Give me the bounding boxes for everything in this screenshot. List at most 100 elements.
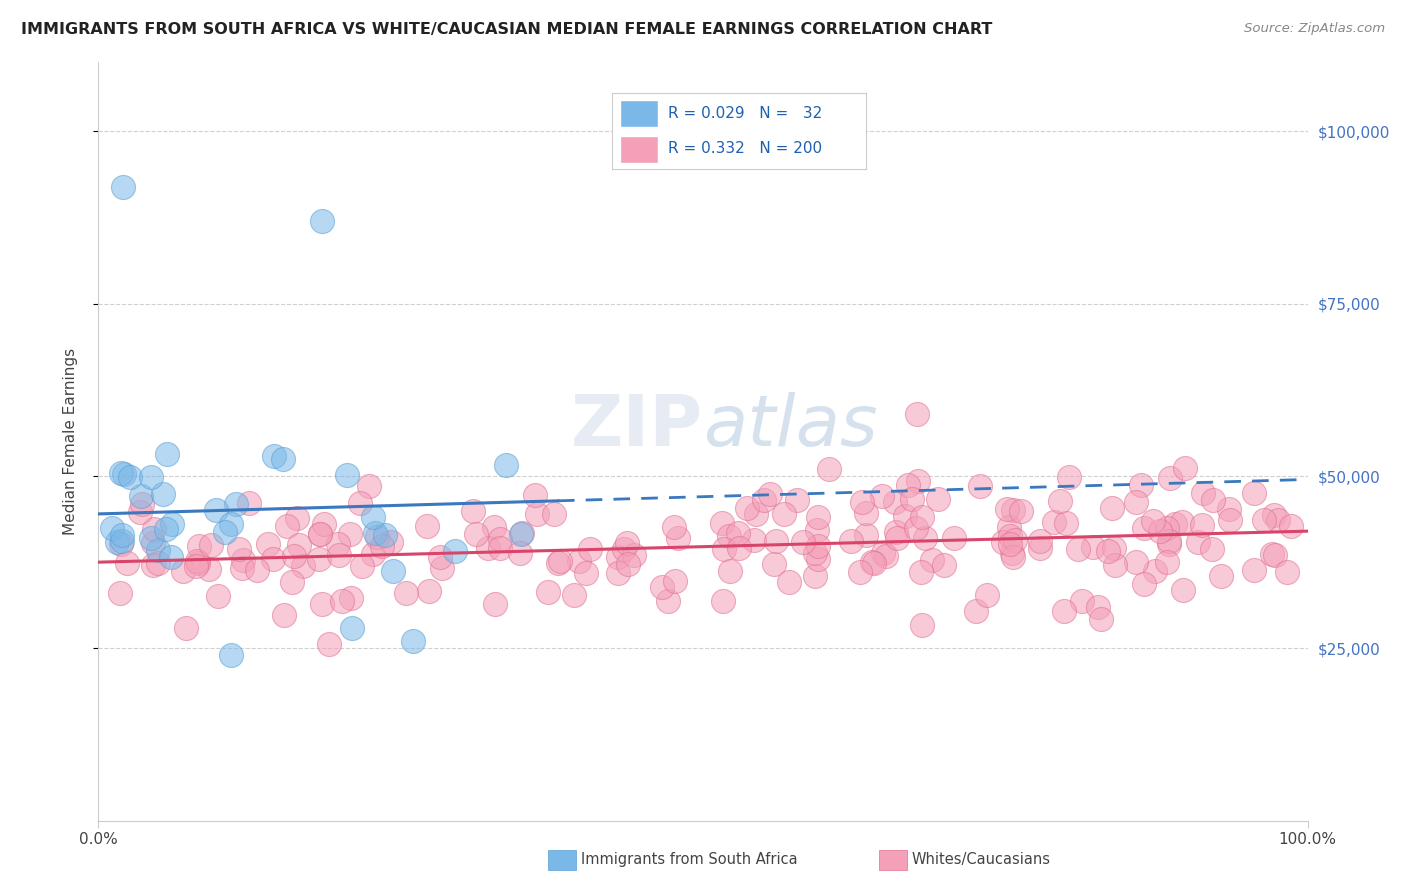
- Point: [429, 549, 451, 564]
- Point: [1125, 495, 1147, 509]
- Point: [111, 179, 134, 194]
- Point: [1159, 471, 1181, 485]
- Point: [993, 535, 1015, 549]
- Point: [287, 511, 309, 525]
- Point: [221, 648, 243, 663]
- Point: [1053, 604, 1076, 618]
- Point: [350, 558, 373, 573]
- Point: [363, 547, 385, 561]
- Point: [231, 560, 253, 574]
- Point: [152, 487, 174, 501]
- Point: [914, 531, 936, 545]
- Point: [1218, 501, 1240, 516]
- Point: [901, 492, 924, 507]
- Point: [366, 530, 388, 544]
- Point: [101, 521, 124, 535]
- Point: [288, 538, 311, 552]
- Point: [1191, 486, 1213, 500]
- Point: [727, 541, 749, 555]
- Point: [1219, 513, 1241, 527]
- Point: [1243, 486, 1265, 500]
- Point: [1070, 594, 1092, 608]
- Point: [1156, 555, 1178, 569]
- Point: [965, 604, 987, 618]
- Point: [579, 541, 602, 556]
- Point: [1209, 568, 1232, 582]
- Point: [807, 510, 830, 524]
- Point: [752, 493, 775, 508]
- Point: [186, 554, 208, 568]
- Point: [536, 584, 558, 599]
- Point: [718, 529, 741, 543]
- Point: [905, 521, 928, 535]
- Point: [141, 531, 163, 545]
- Point: [186, 559, 208, 574]
- Point: [110, 537, 132, 551]
- Point: [336, 468, 359, 483]
- Point: [1253, 513, 1275, 527]
- Point: [872, 546, 894, 560]
- Point: [606, 549, 628, 564]
- Point: [276, 518, 298, 533]
- Point: [818, 461, 841, 475]
- Point: [508, 546, 530, 560]
- Point: [205, 503, 228, 517]
- Point: [108, 586, 131, 600]
- Point: [129, 506, 152, 520]
- Point: [232, 552, 254, 566]
- Point: [1029, 541, 1052, 555]
- Point: [131, 497, 153, 511]
- Text: IMMIGRANTS FROM SOUTH AFRICA VS WHITE/CAUCASIAN MEDIAN FEMALE EARNINGS CORRELATI: IMMIGRANTS FROM SOUTH AFRICA VS WHITE/CA…: [21, 22, 993, 37]
- Point: [142, 558, 165, 572]
- Point: [807, 552, 830, 566]
- Point: [547, 556, 569, 570]
- Point: [330, 594, 353, 608]
- Point: [666, 531, 689, 545]
- Text: Source: ZipAtlas.com: Source: ZipAtlas.com: [1244, 22, 1385, 36]
- Point: [995, 501, 1018, 516]
- Point: [117, 557, 139, 571]
- Point: [1275, 565, 1298, 579]
- Point: [219, 516, 242, 531]
- Point: [1157, 537, 1180, 551]
- Point: [803, 568, 825, 582]
- Point: [911, 509, 934, 524]
- Point: [155, 522, 177, 536]
- Point: [430, 560, 453, 574]
- Point: [875, 549, 897, 563]
- Point: [1279, 518, 1302, 533]
- Point: [613, 541, 636, 556]
- Point: [657, 594, 679, 608]
- Point: [616, 557, 638, 571]
- Point: [273, 608, 295, 623]
- Point: [1049, 494, 1071, 508]
- Point: [884, 494, 907, 508]
- Point: [1187, 534, 1209, 549]
- Point: [464, 526, 486, 541]
- Point: [1191, 518, 1213, 533]
- Point: [664, 574, 686, 589]
- Point: [1001, 546, 1024, 560]
- Point: [342, 621, 364, 635]
- Point: [562, 588, 585, 602]
- Point: [1125, 555, 1147, 569]
- Point: [1132, 577, 1154, 591]
- Point: [349, 496, 371, 510]
- Point: [395, 585, 418, 599]
- Point: [886, 524, 908, 539]
- Point: [1000, 537, 1022, 551]
- Text: Whites/Caucasians: Whites/Caucasians: [911, 853, 1050, 867]
- Point: [510, 525, 533, 540]
- Point: [1171, 582, 1194, 597]
- Point: [664, 520, 686, 534]
- Point: [110, 534, 132, 549]
- Point: [849, 566, 872, 580]
- Point: [402, 634, 425, 648]
- Point: [907, 474, 929, 488]
- Point: [371, 540, 394, 554]
- Point: [160, 550, 183, 565]
- Point: [263, 449, 285, 463]
- Point: [129, 489, 152, 503]
- Point: [1081, 540, 1104, 554]
- Point: [510, 526, 533, 541]
